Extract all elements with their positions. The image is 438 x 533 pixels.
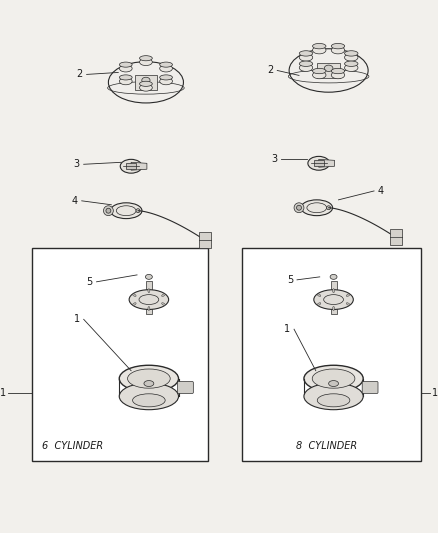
Ellipse shape — [312, 369, 355, 388]
Ellipse shape — [301, 200, 332, 216]
Ellipse shape — [289, 49, 368, 92]
Ellipse shape — [331, 44, 345, 49]
Ellipse shape — [317, 394, 350, 407]
Ellipse shape — [297, 205, 301, 210]
FancyBboxPatch shape — [177, 382, 193, 393]
Text: 5: 5 — [86, 277, 92, 287]
Ellipse shape — [162, 303, 165, 305]
Ellipse shape — [148, 306, 150, 310]
Ellipse shape — [110, 203, 142, 219]
Ellipse shape — [313, 68, 326, 74]
Ellipse shape — [332, 289, 335, 293]
Ellipse shape — [133, 294, 136, 296]
Ellipse shape — [108, 62, 184, 103]
Text: 1: 1 — [432, 389, 438, 398]
Ellipse shape — [106, 208, 111, 213]
Ellipse shape — [120, 62, 132, 67]
Ellipse shape — [308, 156, 330, 170]
Ellipse shape — [133, 303, 136, 305]
Ellipse shape — [299, 51, 313, 56]
Text: 3: 3 — [74, 159, 80, 169]
Ellipse shape — [345, 61, 358, 67]
Ellipse shape — [136, 209, 140, 213]
Ellipse shape — [140, 84, 152, 91]
Text: 3: 3 — [271, 155, 277, 164]
Ellipse shape — [313, 71, 326, 79]
Text: 6  CYLINDER: 6 CYLINDER — [42, 441, 103, 451]
Text: 2: 2 — [267, 66, 273, 76]
Ellipse shape — [299, 54, 313, 61]
Ellipse shape — [144, 381, 154, 386]
Ellipse shape — [120, 65, 132, 72]
Text: 8  CYLINDER: 8 CYLINDER — [296, 441, 357, 451]
Text: 1: 1 — [74, 314, 80, 325]
Ellipse shape — [129, 290, 169, 310]
Ellipse shape — [148, 289, 150, 293]
Ellipse shape — [160, 62, 173, 67]
Ellipse shape — [331, 68, 345, 74]
Ellipse shape — [332, 306, 335, 310]
Bar — [317, 62, 340, 78]
Bar — [390, 230, 402, 245]
Ellipse shape — [294, 203, 304, 213]
Text: 2: 2 — [77, 69, 83, 79]
Ellipse shape — [299, 64, 313, 71]
Ellipse shape — [160, 78, 173, 85]
Ellipse shape — [120, 159, 142, 173]
Text: 4: 4 — [72, 196, 78, 206]
Ellipse shape — [133, 394, 165, 407]
Ellipse shape — [145, 274, 152, 279]
Ellipse shape — [330, 274, 337, 279]
Ellipse shape — [345, 51, 358, 56]
Ellipse shape — [313, 44, 326, 49]
Bar — [134, 75, 157, 90]
Ellipse shape — [331, 71, 345, 79]
Ellipse shape — [160, 65, 173, 72]
Ellipse shape — [327, 206, 331, 209]
Ellipse shape — [120, 75, 132, 80]
Bar — [331, 281, 336, 314]
Ellipse shape — [140, 55, 152, 61]
Ellipse shape — [127, 369, 170, 388]
Ellipse shape — [119, 365, 179, 392]
Polygon shape — [131, 163, 147, 170]
Ellipse shape — [304, 365, 363, 392]
Polygon shape — [319, 159, 335, 167]
Ellipse shape — [317, 294, 321, 296]
Ellipse shape — [314, 290, 353, 310]
Ellipse shape — [317, 303, 321, 305]
Ellipse shape — [119, 383, 179, 410]
Ellipse shape — [140, 81, 152, 86]
Text: 5: 5 — [287, 275, 293, 285]
Ellipse shape — [140, 59, 152, 66]
Ellipse shape — [299, 61, 313, 67]
Text: 1: 1 — [284, 324, 290, 334]
Ellipse shape — [160, 75, 173, 80]
Ellipse shape — [103, 206, 113, 216]
Ellipse shape — [346, 303, 350, 305]
Bar — [146, 281, 152, 314]
Ellipse shape — [162, 294, 165, 296]
Ellipse shape — [304, 383, 363, 410]
Ellipse shape — [328, 381, 339, 386]
Ellipse shape — [324, 65, 333, 71]
Bar — [242, 248, 421, 461]
Ellipse shape — [346, 294, 350, 296]
FancyBboxPatch shape — [362, 382, 378, 393]
Text: 4: 4 — [378, 186, 384, 196]
Bar — [32, 248, 208, 461]
Bar — [314, 160, 324, 166]
Ellipse shape — [142, 77, 150, 83]
Ellipse shape — [345, 54, 358, 61]
Ellipse shape — [345, 64, 358, 71]
Ellipse shape — [120, 78, 132, 85]
Text: 1: 1 — [0, 389, 6, 398]
Bar — [199, 232, 211, 248]
Ellipse shape — [313, 46, 326, 54]
Bar — [126, 163, 136, 169]
Ellipse shape — [331, 46, 345, 54]
